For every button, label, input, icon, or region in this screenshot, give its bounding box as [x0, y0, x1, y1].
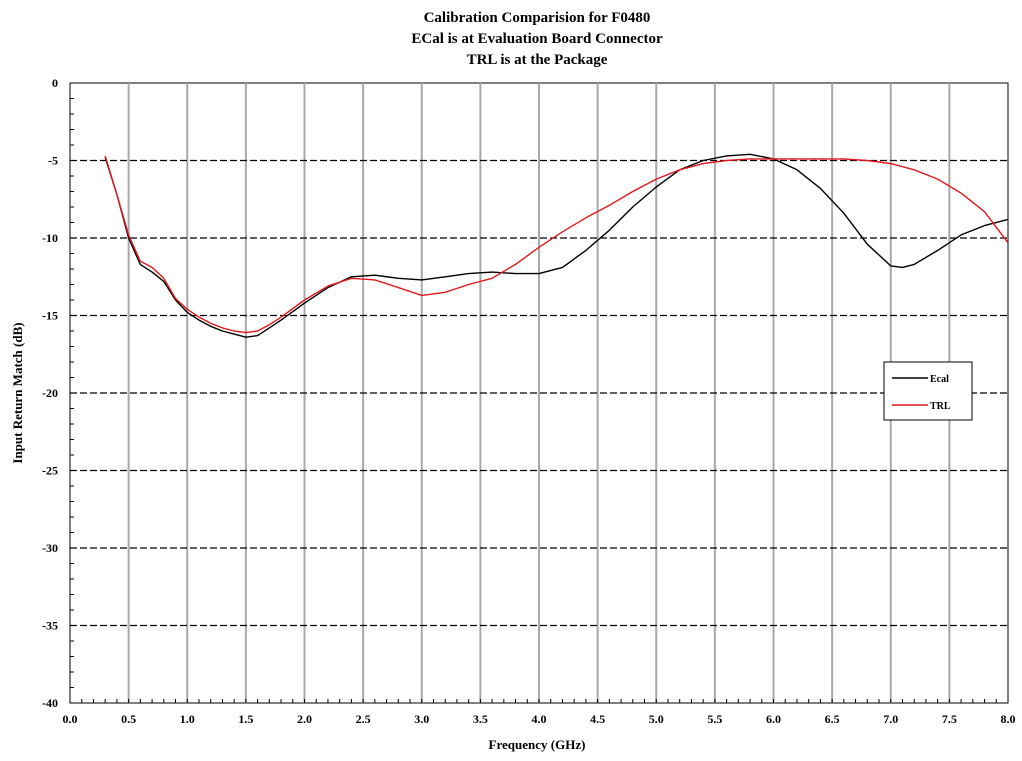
- chart-title-line-1: Calibration Comparision for F0480: [424, 10, 651, 26]
- y-tick-label: -40: [42, 696, 58, 710]
- legend-box: [883, 361, 973, 421]
- y-tick-label: -5: [48, 154, 58, 168]
- x-tick-label: 6.0: [766, 712, 781, 726]
- x-tick-label: 8.0: [1001, 712, 1016, 726]
- y-tick-label: -25: [42, 464, 58, 478]
- legend: Ecal TRL: [883, 361, 973, 421]
- legend-label-trl: TRL: [930, 401, 951, 412]
- legend-label-ecal: Ecal: [930, 374, 949, 385]
- x-tick-label: 7.5: [942, 712, 957, 726]
- y-tick-labels: 0 -5 -10 -15 -20 -25 -30 -35 -40: [42, 76, 58, 710]
- chart-title-line-3: TRL is at the Package: [467, 52, 608, 68]
- chart-title: Calibration Comparision for F0480 ECal i…: [411, 10, 663, 68]
- x-tick-label: 3.0: [414, 712, 429, 726]
- x-tick-label: 4.5: [590, 712, 605, 726]
- x-tick-label: 5.0: [649, 712, 664, 726]
- x-tick-label: 4.0: [532, 712, 547, 726]
- x-tick-label: 1.0: [180, 712, 195, 726]
- x-tick-label: 5.5: [707, 712, 722, 726]
- y-axis-label: Input Return Match (dB): [10, 322, 25, 463]
- x-tick-label: 6.5: [825, 712, 840, 726]
- chart-title-line-2: ECal is at Evaluation Board Connector: [411, 31, 663, 47]
- x-tick-label: 2.0: [297, 712, 312, 726]
- x-tick-labels: 0.0 0.5 1.0 1.5 2.0 2.5 3.0 3.5 4.0 4.5 5.0 5.5 6.0 6…: [63, 712, 1016, 726]
- x-tick-label: 7.0: [883, 712, 898, 726]
- series-line-trl: [104, 155, 1009, 334]
- series-layer: [104, 153, 1009, 338]
- x-tick-label: 0.5: [121, 712, 136, 726]
- minor-ticks: [69, 82, 1009, 704]
- x-tick-label: 2.5: [356, 712, 371, 726]
- series-line-ecal: [104, 153, 1009, 338]
- x-tick-label: 0.0: [63, 712, 78, 726]
- y-tick-label: -30: [42, 541, 58, 555]
- x-tick-label: 1.5: [238, 712, 253, 726]
- y-tick-label: -35: [42, 619, 58, 633]
- x-tick-label: 3.5: [473, 712, 488, 726]
- x-axis-label: Frequency (GHz): [489, 737, 586, 752]
- y-tick-label: -15: [42, 309, 58, 323]
- y-tick-label: 0: [52, 76, 58, 90]
- y-tick-label: -20: [42, 386, 58, 400]
- y-tick-label: -10: [42, 231, 58, 245]
